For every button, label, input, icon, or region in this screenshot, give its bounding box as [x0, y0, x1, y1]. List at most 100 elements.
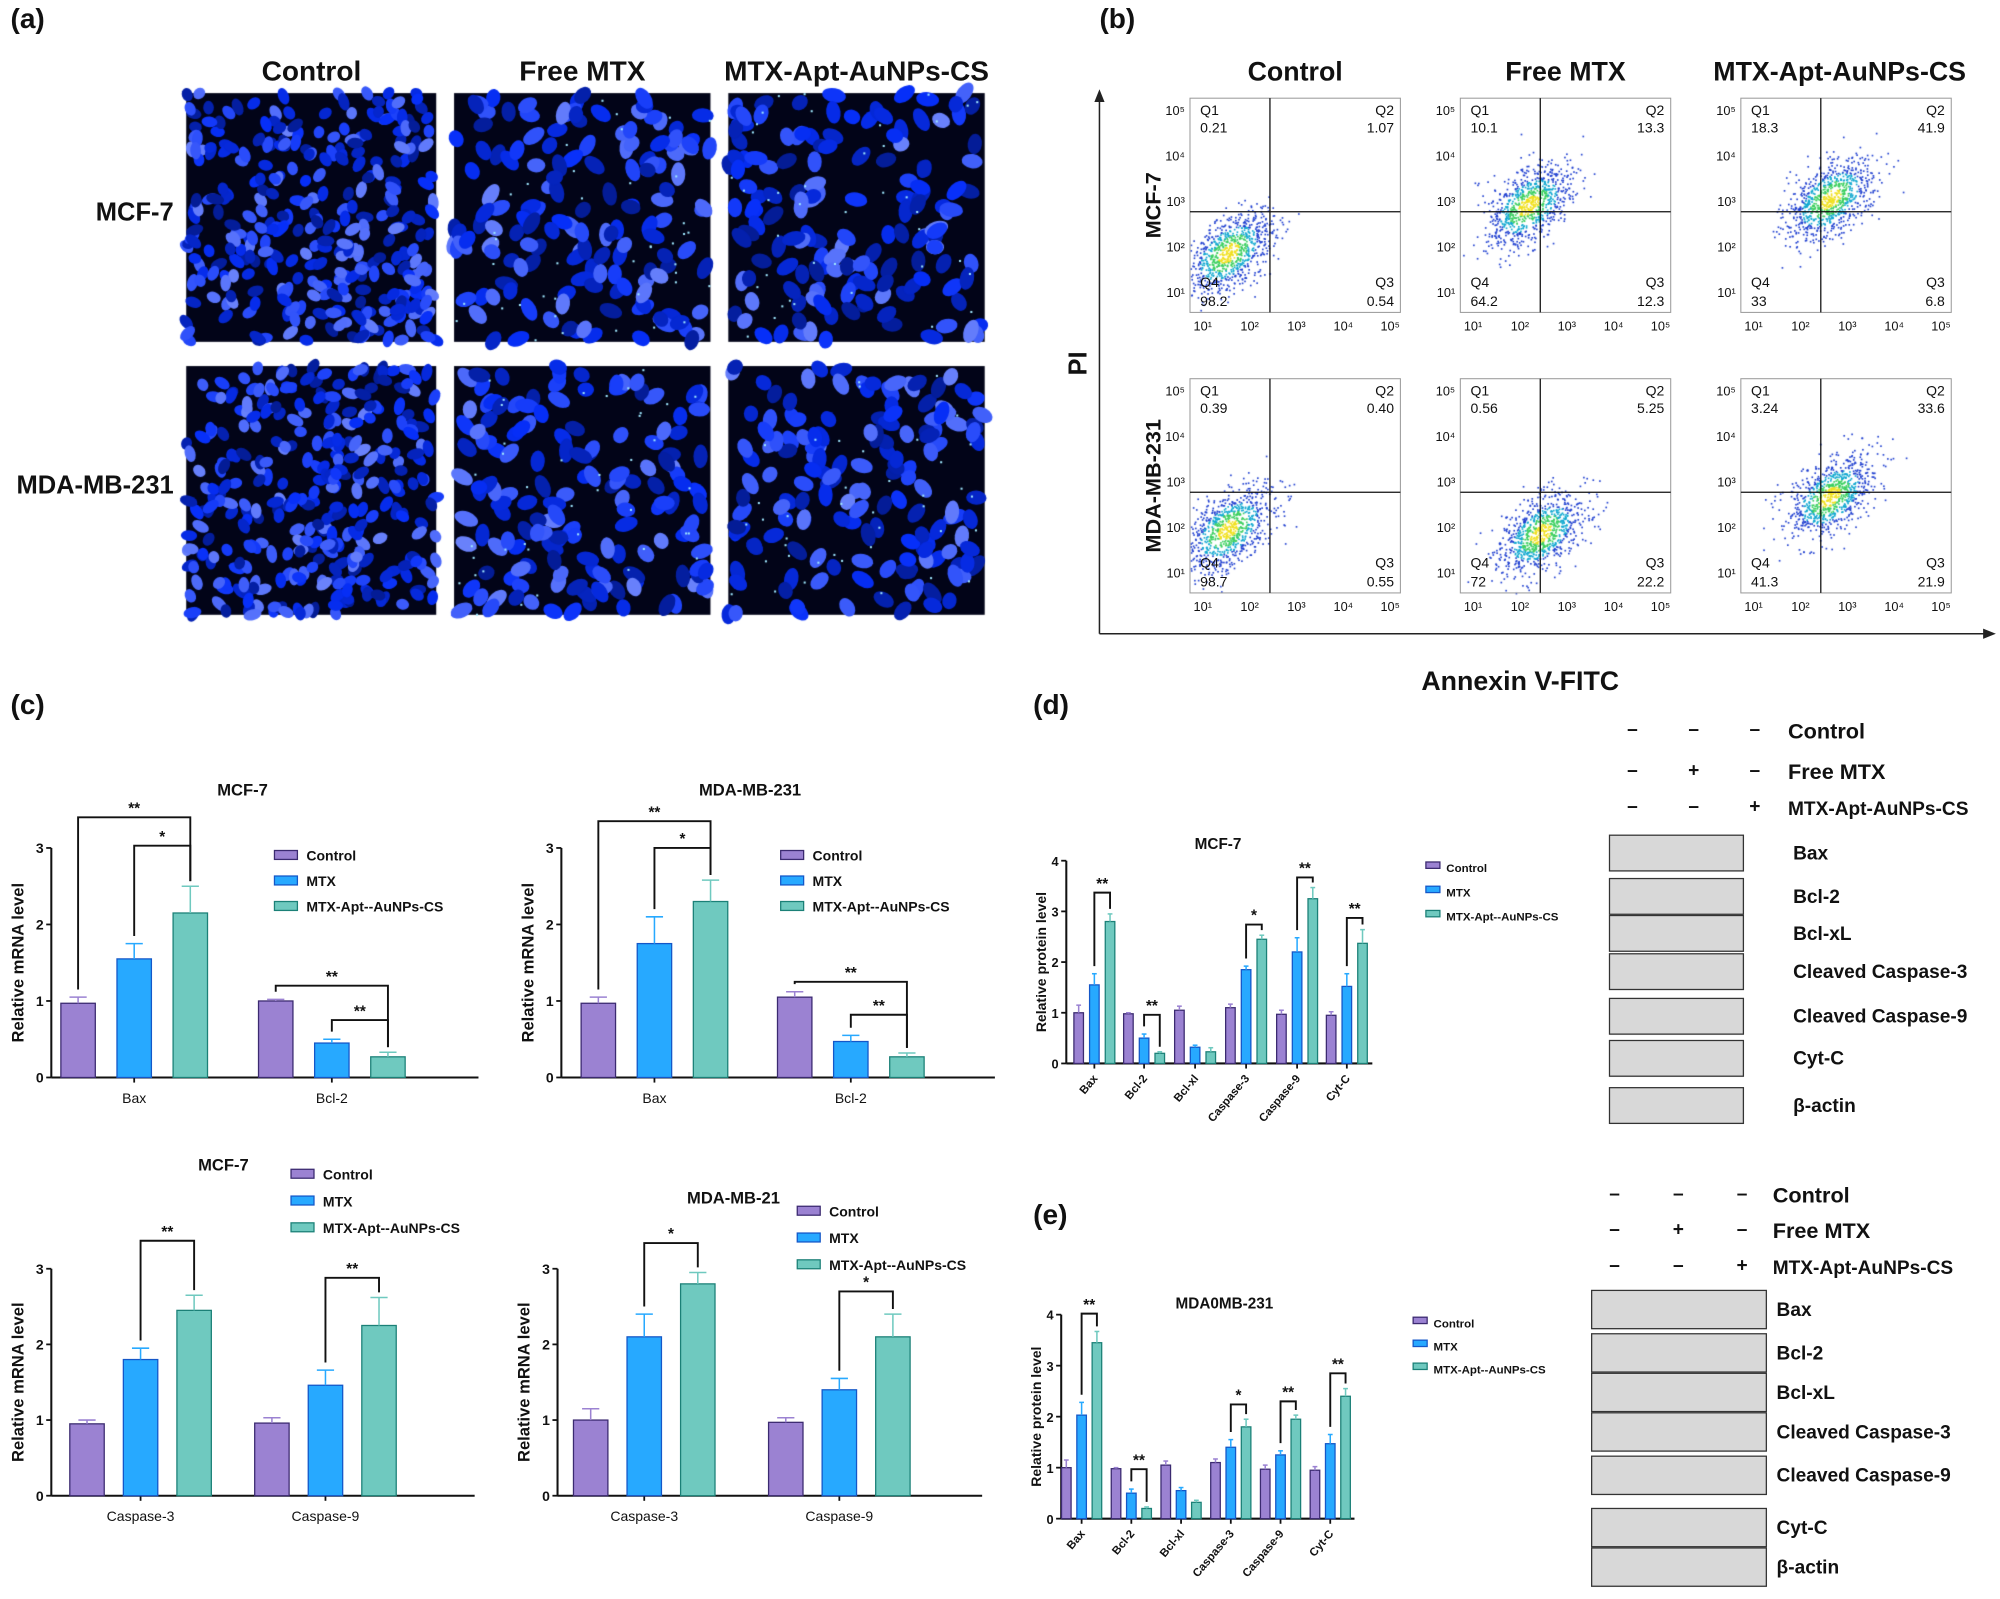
blot-strip: [1608, 1087, 1745, 1125]
y-tick-label: 2: [36, 1337, 44, 1353]
protein-label: Cleaved Caspase-9: [1793, 1007, 1967, 1028]
significance-label: *: [863, 1275, 869, 1292]
x-tick-label: Cyt-C: [1324, 1073, 1353, 1104]
x-tick-label: Caspase-3: [1191, 1528, 1237, 1580]
x-tick-label: Bax: [1065, 1528, 1088, 1552]
protein-label: β-actin: [1777, 1557, 1840, 1578]
protein-label: Bax: [1793, 843, 1828, 864]
blot-strip: [1608, 997, 1745, 1035]
quadrant-value-q2: 1.07: [1367, 120, 1394, 136]
bar: [257, 1000, 294, 1079]
blot-strip: [1591, 1333, 1767, 1373]
y-axis-label: Relative mRNA level: [8, 883, 27, 1043]
legend-label: MTX-Apt--AuNPs-CS: [323, 1220, 460, 1236]
bar: [1088, 984, 1100, 1065]
quadrant-name: Q1: [1200, 102, 1219, 118]
x-tick-label: 10³: [1838, 318, 1856, 333]
significance-bracket: [1229, 1403, 1248, 1432]
y-tick-label: 3: [542, 1261, 550, 1277]
bar: [370, 1056, 406, 1079]
legend-label: MTX-Apt--AuNPs-CS: [306, 899, 443, 915]
x-tick-label: 10⁵: [1651, 599, 1670, 614]
x-tick-label: Bax: [122, 1090, 146, 1106]
legend-label: MTX-Apt--AuNPs-CS: [1434, 1364, 1546, 1376]
x-tick-label: 10²: [1791, 599, 1809, 614]
treatment-sign: –: [1673, 1255, 1684, 1276]
panel-label-b: (b): [1099, 3, 1135, 34]
significance-label: **: [845, 965, 857, 982]
arrow-head-icon: [1983, 628, 1996, 639]
significance-label: **: [1299, 861, 1311, 878]
blot-strip: [1591, 1372, 1767, 1413]
y-tick-label: 0: [36, 1070, 44, 1086]
x-tick-label: Caspase-3: [107, 1508, 175, 1524]
flow-y-axis-label: PI: [1065, 351, 1093, 375]
x-tick-label: 10¹: [1744, 599, 1762, 614]
y-tick-label: 10⁵: [1165, 383, 1184, 398]
protein-label: β-actin: [1793, 1096, 1856, 1117]
y-tick-label: 3: [1046, 1359, 1053, 1374]
blot-strip: [1591, 1455, 1767, 1496]
significance-label: **: [1282, 1385, 1294, 1402]
legend-label: MTX: [829, 1230, 859, 1246]
treatment-sign: –: [1737, 1220, 1748, 1241]
x-tick-label: 10⁵: [1931, 599, 1950, 614]
significance-label: **: [873, 998, 885, 1015]
quadrant-value-q2: 13.3: [1637, 120, 1664, 136]
significance-label: **: [161, 1224, 173, 1241]
x-tick-label: Caspase-3: [610, 1508, 678, 1524]
y-tick-label: 3: [1052, 904, 1059, 919]
x-tick-label: Cyt-C: [1308, 1528, 1337, 1559]
bar-chart-c3: MCF-7 Relative mRNA level 0 1 2 3 Caspase-3 Cas…: [8, 1156, 475, 1524]
bar: [1275, 1454, 1286, 1520]
bar: [1309, 1469, 1321, 1520]
significance-label: **: [1349, 901, 1361, 918]
treatment-sign: –: [1627, 720, 1638, 741]
plot-frame: [1189, 97, 1401, 313]
quadrant-name: Q1: [1471, 382, 1490, 398]
y-tick-label: 10²: [1437, 240, 1455, 255]
quadrant-value-q4: 98.2: [1200, 293, 1227, 309]
bar: [1340, 1395, 1351, 1520]
micrograph-column-header: Free MTX: [519, 55, 646, 86]
treatment-sign: –: [1688, 720, 1699, 741]
y-tick-label: 10³: [1437, 474, 1455, 489]
y-tick-label: 4: [1046, 1308, 1054, 1323]
x-tick-label: Caspase-3: [1206, 1073, 1252, 1125]
y-axis-label: Relative mRNA level: [8, 1302, 27, 1462]
quadrant-name: Q2: [1646, 382, 1665, 398]
legend-swatch: [290, 1222, 315, 1233]
legend-swatch: [796, 1232, 821, 1243]
bar: [1307, 898, 1319, 1065]
significance-bracket: [1279, 1400, 1297, 1444]
bar: [1110, 1468, 1122, 1520]
y-tick-label: 10²: [1717, 520, 1735, 535]
quadrant-value-q1: 18.3: [1751, 120, 1778, 136]
legend-swatch: [1425, 909, 1441, 918]
y-tick-label: 1: [546, 993, 554, 1009]
legend-swatch: [780, 849, 805, 861]
y-tick-label: 10⁴: [1716, 148, 1736, 163]
bar: [60, 1002, 96, 1079]
quadrant-name: Q4: [1200, 554, 1219, 570]
bar: [1160, 1464, 1172, 1520]
bar: [1091, 1342, 1103, 1520]
x-tick-label: 10¹: [1464, 318, 1482, 333]
bar: [821, 1389, 858, 1497]
x-tick-label: 10⁴: [1604, 318, 1624, 333]
x-tick-label: Bcl-2: [835, 1090, 867, 1106]
bar: [767, 1421, 804, 1497]
x-tick-label: 10⁴: [1884, 318, 1904, 333]
bar: [1290, 1418, 1302, 1520]
flow-column-header: Control: [1248, 56, 1343, 86]
legend-swatch: [780, 900, 805, 912]
x-tick-label: 10³: [1838, 599, 1856, 614]
x-tick-label: 10³: [1287, 318, 1305, 333]
significance-label: *: [668, 1226, 674, 1243]
legend-label: Control: [813, 848, 863, 864]
chart-title: MDA-MB-231: [699, 781, 801, 800]
x-tick-label: 10⁵: [1380, 318, 1399, 333]
micrograph-column-header: MTX-Apt-AuNPs-CS: [724, 55, 989, 86]
fluorescence-micrograph: [186, 366, 436, 615]
